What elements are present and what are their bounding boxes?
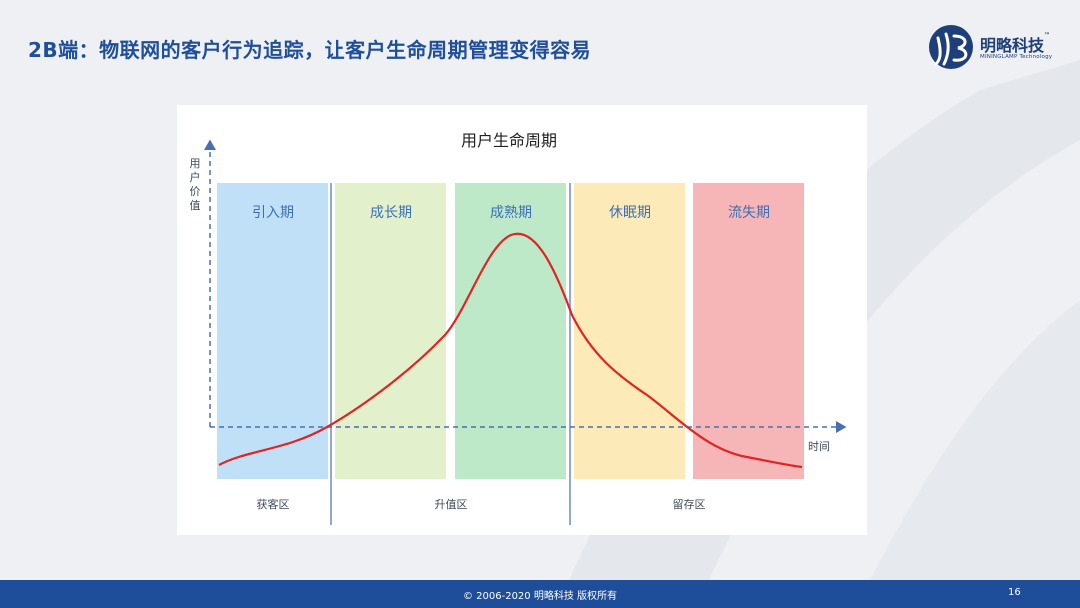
zone-label-retention: 留存区 [673,497,706,511]
logo-mark-icon [929,25,973,69]
zone-label-appreciation: 升值区 [435,498,468,511]
x-axis-label: 时间 [808,440,830,453]
stage-band-churn [693,183,804,479]
stage-label-growth: 成长期 [370,205,412,221]
stage-label-introduction: 引入期 [252,205,294,221]
slide-title: 2B端：物联网的客户行为追踪，让客户生命周期管理变得容易 [28,38,592,62]
stage-band-introduction [217,183,328,479]
lifecycle-curve [218,232,803,469]
zone-label-acquisition: 获客区 [257,497,290,511]
lifecycle-diagram: 引入期 成长期 成熟期 休眠期 流失期 获客区 升值区 留存区 用户价值 时间 … [190,131,847,525]
stage-label-maturity: 成熟期 [490,205,532,221]
company-logo: 明略科技™ MININGLAMP Technology [928,24,1068,72]
footer-bar: © 2006-2020 明略科技 版权所有 16 [0,580,1080,608]
y-axis-label: 用户价值 [190,157,201,212]
page-number: 16 [1008,587,1021,598]
diagram-title: 用户生命周期 [461,131,557,150]
logo-name: 明略科技 [980,36,1045,55]
stage-band-maturity [455,183,566,479]
logo-subtitle: MININGLAMP Technology [980,54,1053,60]
copyright-text: © 2006-2020 明略科技 版权所有 [462,591,618,602]
stage-band-dormancy [574,183,685,479]
stage-label-dormancy: 休眠期 [609,205,651,221]
stage-label-churn: 流失期 [728,205,770,221]
stage-band-growth [335,183,446,479]
logo-trademark: ™ [1044,32,1051,39]
diagram-panel: 引入期 成长期 成熟期 休眠期 流失期 获客区 升值区 留存区 用户价值 时间 … [177,105,867,535]
